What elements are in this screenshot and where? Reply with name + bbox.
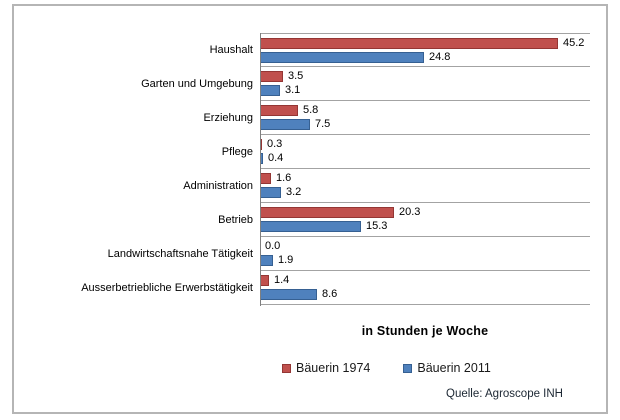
category-row: Betrieb 20.3 15.3	[14, 203, 590, 237]
bar-bäuerin-2011	[260, 119, 310, 130]
legend: Bäuerin 1974 Bäuerin 2011	[282, 361, 491, 375]
category-band: 5.8 7.5	[260, 101, 590, 135]
category-band: 0.0 1.9	[260, 237, 590, 271]
bar-bäuerin-2011	[260, 187, 281, 198]
bar-value-label: 1.6	[276, 172, 292, 184]
category-label: Pflege	[221, 146, 253, 158]
category-band: 3.5 3.1	[260, 67, 590, 101]
bar-bäuerin-1974	[260, 38, 558, 49]
x-axis-title: in Stunden je Woche	[361, 324, 489, 338]
bar-bäuerin-1974	[260, 275, 269, 286]
category-label: Landwirtschaftsnahe Tätigkeit	[107, 248, 253, 260]
category-band: 1.4 8.6	[260, 271, 590, 305]
bar-value-label: 15.3	[366, 220, 388, 232]
category-band: 45.2 24.8	[260, 33, 590, 67]
legend-label: Bäuerin 2011	[417, 361, 491, 375]
category-label: Administration	[183, 180, 253, 192]
bar-value-label: 3.1	[285, 84, 301, 96]
bar-value-label: 0.4	[268, 152, 284, 164]
legend-item: Bäuerin 2011	[403, 361, 491, 375]
plot-area: Haushalt 45.2 24.8 Garten und Umgebung 3.5 3.…	[14, 33, 590, 305]
category-row: Pflege 0.3 0.4	[14, 135, 590, 169]
category-row: Garten und Umgebung 3.5 3.1	[14, 67, 590, 101]
category-label: Betrieb	[218, 214, 253, 226]
bar-value-label: 3.5	[288, 70, 304, 82]
category-row: Ausserbetriebliche Erwerbstätigkeit 1.4 8.…	[14, 271, 590, 305]
bar-value-label: 5.8	[303, 104, 319, 116]
bar-value-label: 1.9	[278, 254, 294, 266]
bar-value-label: 24.8	[429, 51, 451, 63]
bar-value-label: 7.5	[315, 118, 331, 130]
category-band: 1.6 3.2	[260, 169, 590, 203]
category-row: Landwirtschaftsnahe Tätigkeit 0.0 1.9	[14, 237, 590, 271]
bar-bäuerin-1974	[260, 207, 394, 218]
legend-item: Bäuerin 1974	[282, 361, 370, 375]
bar-value-label: 3.2	[286, 186, 302, 198]
category-label: Haushalt	[209, 44, 253, 56]
category-label: Garten und Umgebung	[141, 78, 253, 90]
bar-value-label: 8.6	[322, 288, 338, 300]
category-row: Haushalt 45.2 24.8	[14, 33, 590, 67]
bar-value-label: 45.2	[563, 37, 585, 49]
category-label: Ausserbetriebliche Erwerbstätigkeit	[81, 282, 253, 294]
bar-bäuerin-1974	[260, 105, 298, 116]
y-axis-line	[260, 33, 261, 306]
category-row: Erziehung 5.8 7.5	[14, 101, 590, 135]
bar-bäuerin-2011	[260, 52, 424, 63]
category-band: 20.3 15.3	[260, 203, 590, 237]
bar-bäuerin-2011	[260, 255, 273, 266]
bar-bäuerin-2011	[260, 289, 317, 300]
chart-frame: Haushalt 45.2 24.8 Garten und Umgebung 3.5 3.…	[12, 4, 608, 414]
bar-value-label: 20.3	[399, 206, 421, 218]
category-row: Administration 1.6 3.2	[14, 169, 590, 203]
category-label: Erziehung	[203, 112, 253, 124]
bar-value-label: 0.0	[265, 240, 281, 252]
category-band: 0.3 0.4	[260, 135, 590, 169]
source-note: Quelle: Agroscope INH	[446, 388, 563, 400]
bar-value-label: 0.3	[267, 138, 283, 150]
bar-value-label: 1.4	[274, 274, 290, 286]
bar-bäuerin-1974	[260, 173, 271, 184]
bar-bäuerin-1974	[260, 71, 283, 82]
legend-label: Bäuerin 1974	[296, 361, 371, 375]
bar-bäuerin-2011	[260, 85, 280, 96]
legend-swatch-icon	[403, 363, 413, 373]
bar-bäuerin-2011	[260, 221, 361, 232]
legend-swatch-icon	[282, 363, 291, 373]
